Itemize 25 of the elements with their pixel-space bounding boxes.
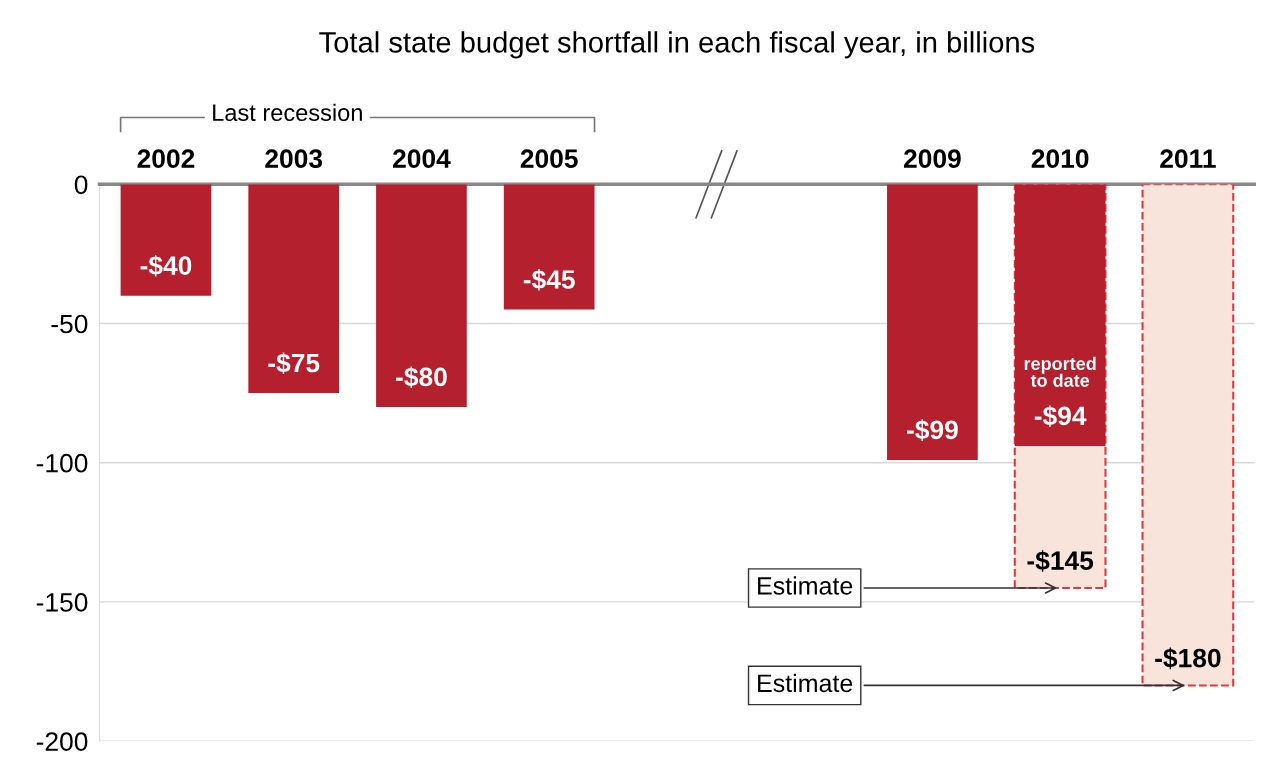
x-tick-label: 2002 xyxy=(137,149,195,168)
annotation: reported to date xyxy=(1024,356,1096,387)
x-tick-label: 2011 xyxy=(1160,149,1216,168)
x-tick-label: 2003 xyxy=(265,149,323,169)
x-tick-label: 2005 xyxy=(520,149,578,168)
data-label: -$80 xyxy=(396,366,447,388)
data-label: -$94 xyxy=(1034,405,1087,427)
data-label: -$75 xyxy=(268,352,320,375)
data-label: -$99 xyxy=(907,419,958,441)
annotation: Estimate xyxy=(758,576,853,595)
text: Last recession xyxy=(213,103,362,122)
y-tick-label: -100 xyxy=(36,453,88,473)
chart-title: Total state budget shortfall in each fiscal year, in billions xyxy=(319,31,1035,59)
data-label: -$180 xyxy=(1155,647,1221,670)
x-tick-label: 2010 xyxy=(1031,149,1089,168)
annotation: Estimate xyxy=(758,673,853,693)
data-label: -$45 xyxy=(523,269,575,291)
data-label: -$145 xyxy=(1027,550,1094,572)
y-tick-label: 0 xyxy=(74,175,88,195)
y-tick-label: -150 xyxy=(36,593,88,612)
data-label: -$40 xyxy=(140,255,192,277)
y-tick-label: -50 xyxy=(51,314,88,334)
x-tick-label: 2004 xyxy=(393,149,451,168)
x-tick-label: 2009 xyxy=(903,149,961,168)
y-tick-label: -200 xyxy=(36,732,88,751)
